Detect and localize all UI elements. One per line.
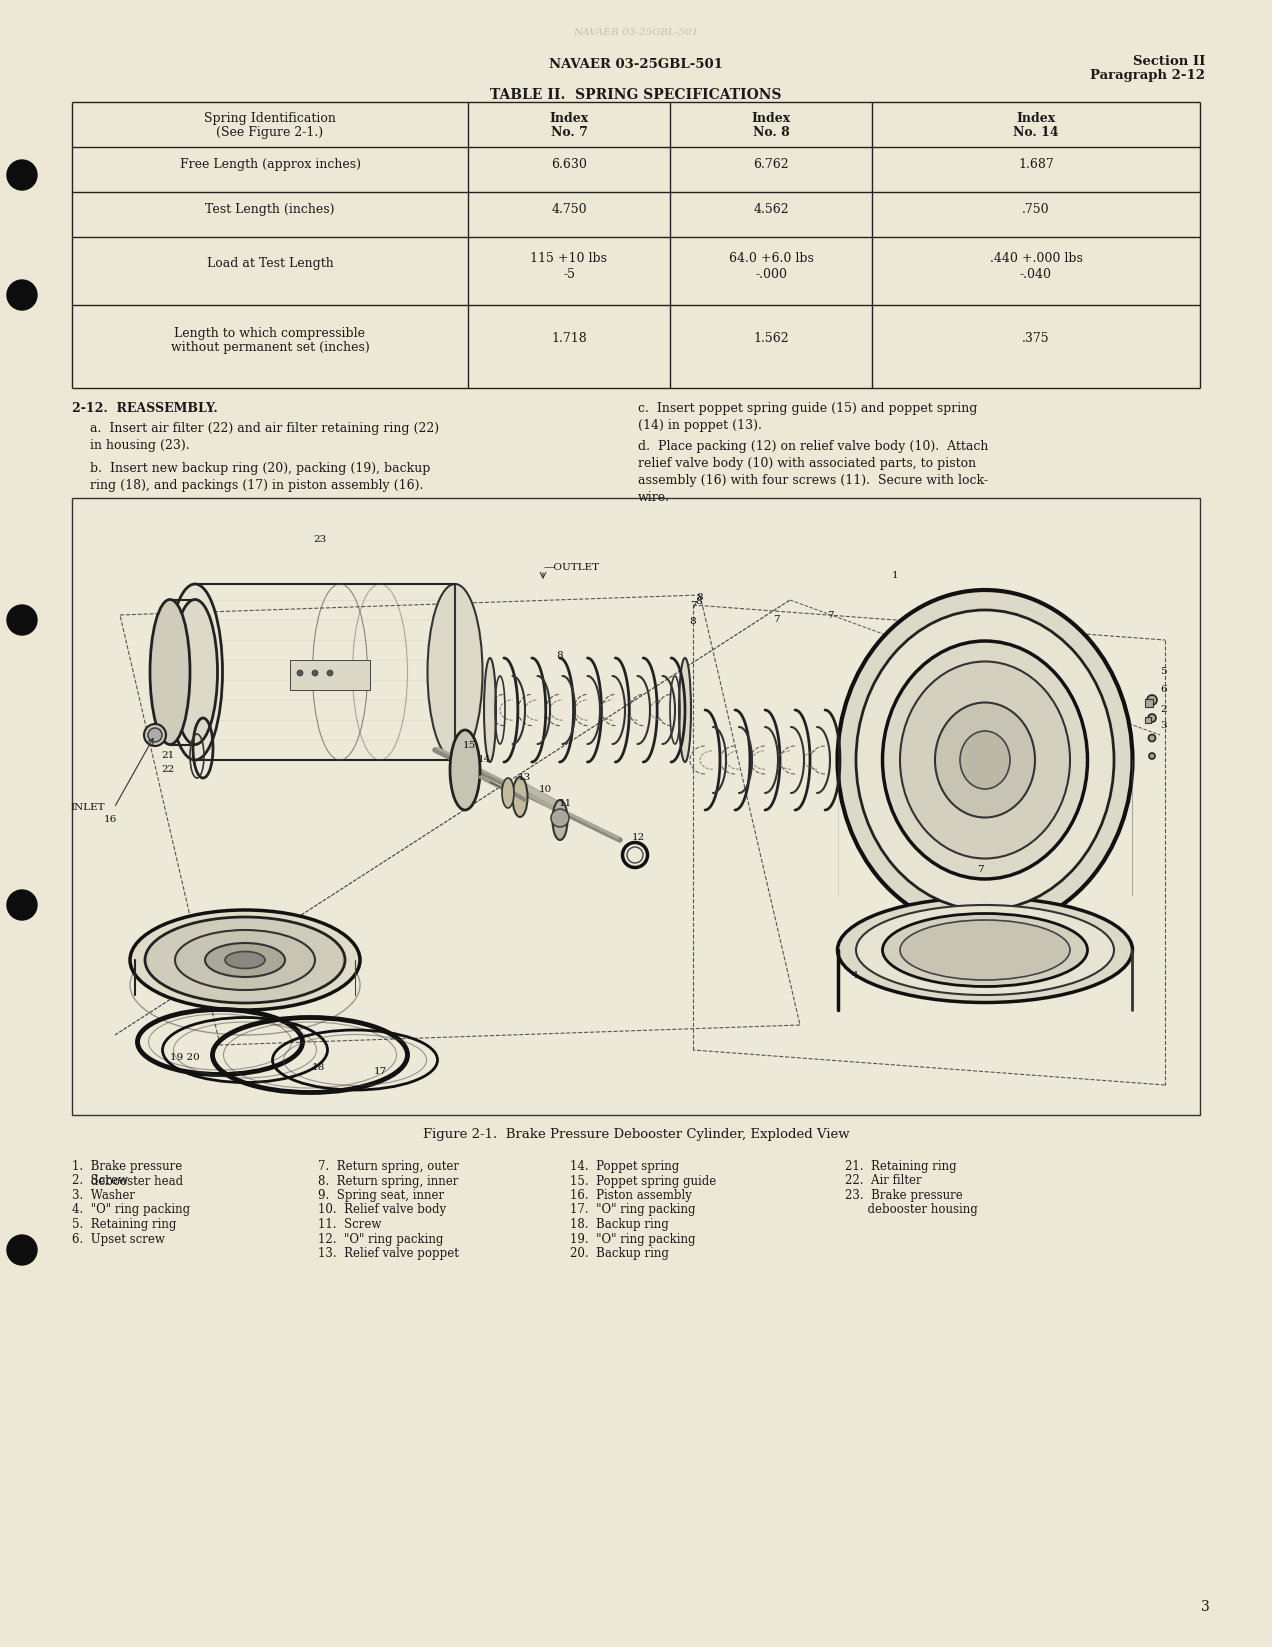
Text: 12: 12 xyxy=(631,833,645,843)
Text: Free Length (approx inches): Free Length (approx inches) xyxy=(179,158,360,171)
Ellipse shape xyxy=(168,585,223,759)
Ellipse shape xyxy=(883,641,1088,879)
Text: 12.  "O" ring packing: 12. "O" ring packing xyxy=(318,1232,444,1245)
Text: a.  Insert air filter (22) and air filter retaining ring (22)
in housing (23).: a. Insert air filter (22) and air filter… xyxy=(90,422,439,451)
Text: 1: 1 xyxy=(892,570,898,580)
Text: 17.  "O" ring packing: 17. "O" ring packing xyxy=(570,1204,696,1217)
Text: 2: 2 xyxy=(1160,705,1166,715)
Text: No. 7: No. 7 xyxy=(551,127,588,138)
Text: 22.  Air filter: 22. Air filter xyxy=(845,1174,922,1187)
Text: d.  Place packing (12) on relief valve body (10).  Attach
relief valve body (10): d. Place packing (12) on relief valve bo… xyxy=(639,440,988,504)
Ellipse shape xyxy=(935,703,1035,817)
Ellipse shape xyxy=(145,917,345,1003)
Text: Figure 2-1.  Brake Pressure Debooster Cylinder, Exploded View: Figure 2-1. Brake Pressure Debooster Cyl… xyxy=(422,1128,850,1141)
Text: 17: 17 xyxy=(374,1067,387,1077)
Ellipse shape xyxy=(679,659,691,763)
Ellipse shape xyxy=(551,809,569,827)
Text: 23: 23 xyxy=(313,535,327,545)
Text: 1.562: 1.562 xyxy=(753,333,789,344)
Bar xyxy=(1145,716,1151,723)
Ellipse shape xyxy=(173,600,218,744)
Ellipse shape xyxy=(552,800,567,840)
Text: 4.750: 4.750 xyxy=(551,203,586,216)
Ellipse shape xyxy=(1149,753,1155,759)
Ellipse shape xyxy=(1147,695,1158,705)
Text: 10: 10 xyxy=(538,786,552,794)
Bar xyxy=(1145,698,1152,707)
Text: NAVAER 03-25GBL-501: NAVAER 03-25GBL-501 xyxy=(550,58,722,71)
Text: Paragraph 2-12: Paragraph 2-12 xyxy=(1090,69,1205,82)
Text: 5: 5 xyxy=(1160,667,1166,677)
Text: Spring Identification: Spring Identification xyxy=(204,112,336,125)
Bar xyxy=(290,660,370,690)
Text: debooster housing: debooster housing xyxy=(845,1204,978,1217)
Text: .750: .750 xyxy=(1023,203,1049,216)
Text: 5.  Retaining ring: 5. Retaining ring xyxy=(73,1219,177,1230)
Ellipse shape xyxy=(856,904,1114,995)
Text: 3: 3 xyxy=(1201,1599,1210,1614)
Text: 6.762: 6.762 xyxy=(753,158,789,171)
Text: 1.718: 1.718 xyxy=(551,333,586,344)
Text: .375: .375 xyxy=(1023,333,1049,344)
Text: Load at Test Length: Load at Test Length xyxy=(206,257,333,270)
Text: 6.  Upset screw: 6. Upset screw xyxy=(73,1232,165,1245)
Text: 7: 7 xyxy=(977,866,983,875)
Text: TABLE II.  SPRING SPECIFICATIONS: TABLE II. SPRING SPECIFICATIONS xyxy=(490,87,782,102)
Text: 23.  Brake pressure: 23. Brake pressure xyxy=(845,1189,963,1202)
Ellipse shape xyxy=(148,728,162,743)
Text: .440 +.000 lbs: .440 +.000 lbs xyxy=(990,252,1082,265)
Text: 2-12.  REASSEMBLY.: 2-12. REASSEMBLY. xyxy=(73,402,218,415)
Text: 13: 13 xyxy=(518,774,530,782)
Ellipse shape xyxy=(225,952,265,968)
Text: 15: 15 xyxy=(463,741,476,749)
Ellipse shape xyxy=(327,670,333,675)
Text: 8: 8 xyxy=(557,651,563,659)
Text: -5: -5 xyxy=(563,267,575,280)
Text: 18: 18 xyxy=(312,1064,324,1072)
Text: 21: 21 xyxy=(162,751,176,759)
Text: 8.  Return spring, inner: 8. Return spring, inner xyxy=(318,1174,458,1187)
Text: NAVAER 03-25GBL-501: NAVAER 03-25GBL-501 xyxy=(574,28,698,36)
Text: 20.  Backup ring: 20. Backup ring xyxy=(570,1247,669,1260)
Text: 14.  Poppet spring: 14. Poppet spring xyxy=(570,1159,679,1173)
Text: Index: Index xyxy=(752,112,791,125)
Text: 21.  Retaining ring: 21. Retaining ring xyxy=(845,1159,957,1173)
Ellipse shape xyxy=(960,731,1010,789)
Text: 19.  "O" ring packing: 19. "O" ring packing xyxy=(570,1232,696,1245)
Bar xyxy=(73,497,1199,1115)
Text: -.040: -.040 xyxy=(1020,267,1052,280)
Text: 4.562: 4.562 xyxy=(753,203,789,216)
Ellipse shape xyxy=(130,911,360,1010)
Ellipse shape xyxy=(1149,735,1155,741)
Text: 1.687: 1.687 xyxy=(1018,158,1054,171)
Text: 11.  Screw: 11. Screw xyxy=(318,1219,382,1230)
Text: No. 14: No. 14 xyxy=(1014,127,1058,138)
Circle shape xyxy=(8,160,37,189)
Circle shape xyxy=(8,889,37,921)
Ellipse shape xyxy=(296,670,303,675)
Text: 4.  "O" ring packing: 4. "O" ring packing xyxy=(73,1204,190,1217)
Text: 1.  Brake pressure
     debooster head: 1. Brake pressure debooster head xyxy=(73,1159,183,1187)
Text: 6: 6 xyxy=(1160,685,1166,695)
Text: 3.  Washer: 3. Washer xyxy=(73,1189,135,1202)
Text: 2.  Screw: 2. Screw xyxy=(73,1174,128,1187)
Text: 115 +10 lbs: 115 +10 lbs xyxy=(530,252,608,265)
Text: 19 20: 19 20 xyxy=(170,1054,200,1062)
Text: 6.630: 6.630 xyxy=(551,158,586,171)
Text: 10.  Relief valve body: 10. Relief valve body xyxy=(318,1204,446,1217)
Text: 18.  Backup ring: 18. Backup ring xyxy=(570,1219,669,1230)
Text: No. 8: No. 8 xyxy=(753,127,790,138)
Ellipse shape xyxy=(502,777,514,809)
Circle shape xyxy=(8,604,37,636)
Ellipse shape xyxy=(1149,715,1156,721)
Text: Index: Index xyxy=(1016,112,1056,125)
Text: 11: 11 xyxy=(558,799,571,807)
Text: 3: 3 xyxy=(1160,720,1166,730)
Text: without permanent set (inches): without permanent set (inches) xyxy=(170,341,369,354)
Text: 14: 14 xyxy=(477,756,491,764)
Text: 7: 7 xyxy=(689,601,696,609)
Text: 16.  Piston assembly: 16. Piston assembly xyxy=(570,1189,692,1202)
Text: 22: 22 xyxy=(162,766,176,774)
Text: Test Length (inches): Test Length (inches) xyxy=(205,203,335,216)
Text: 8: 8 xyxy=(695,596,702,606)
